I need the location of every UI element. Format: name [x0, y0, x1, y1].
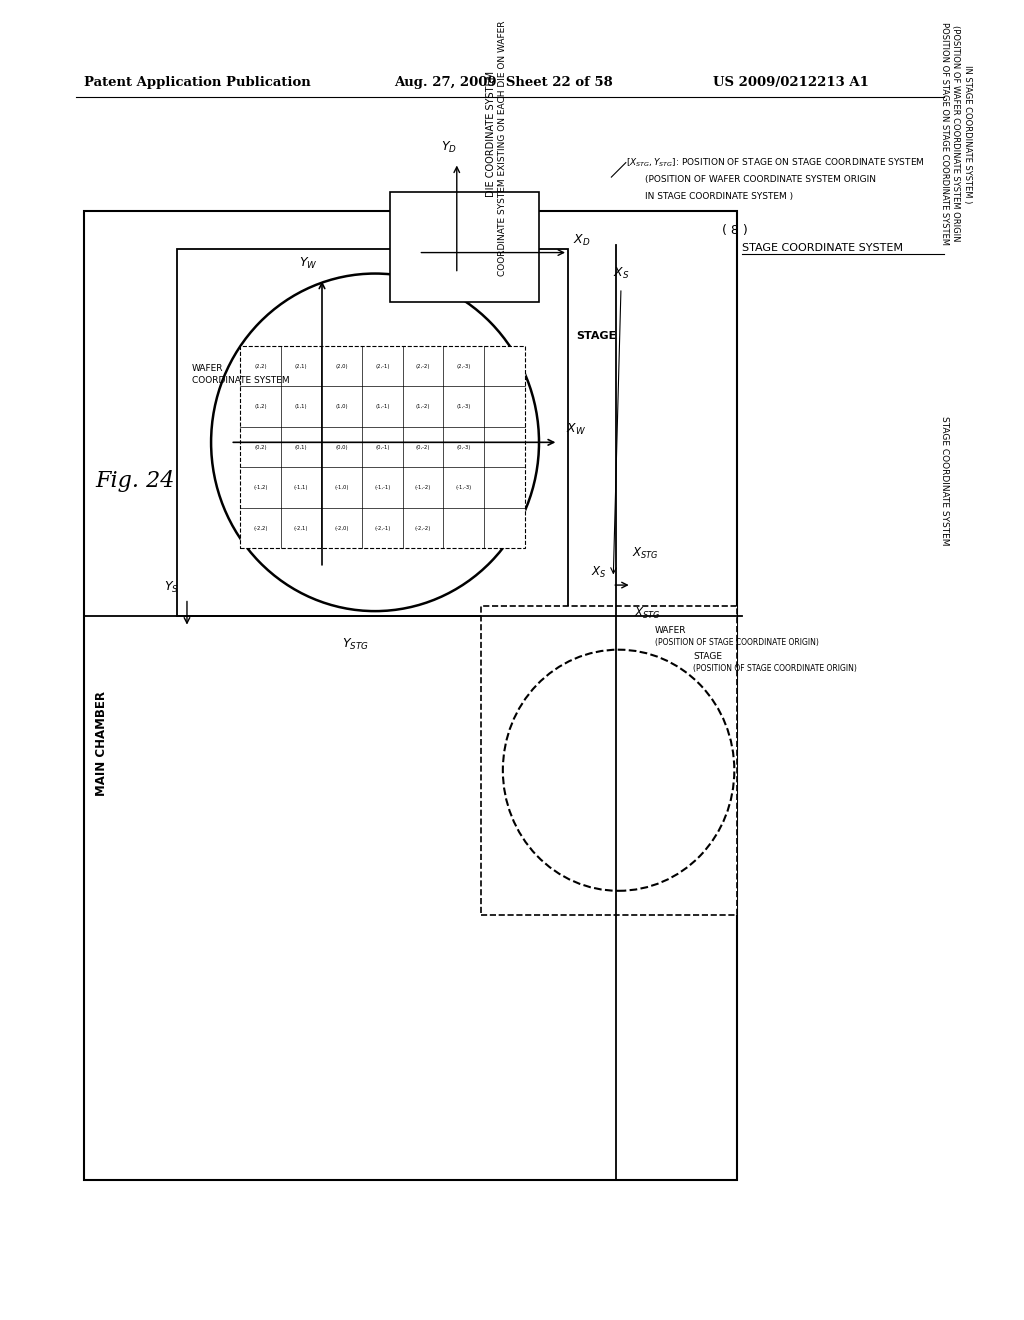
Text: (2,2): (2,2) [254, 363, 266, 368]
Text: MAIN CHAMBER: MAIN CHAMBER [94, 692, 108, 796]
Text: Fig. 24: Fig. 24 [95, 470, 175, 492]
Text: $Y_{STG}$: $Y_{STG}$ [342, 638, 370, 652]
Bar [84, 211, 736, 1180]
Text: (-1,0): (-1,0) [335, 486, 349, 490]
Text: STAGE COORDINATE SYSTEM: STAGE COORDINATE SYSTEM [741, 243, 902, 252]
Text: $X_S$: $X_S$ [591, 565, 606, 581]
Text: (0,-2): (0,-2) [416, 445, 430, 450]
Text: (-2,-1): (-2,-1) [374, 525, 390, 531]
Text: (-1,-2): (-1,-2) [415, 486, 431, 490]
Text: (1,1): (1,1) [295, 404, 307, 409]
Text: $X_{STG}$: $X_{STG}$ [634, 606, 660, 622]
Ellipse shape [503, 649, 734, 891]
Text: (2,0): (2,0) [335, 363, 348, 368]
Text: (0,-1): (0,-1) [375, 445, 389, 450]
Text: (POSITION OF STAGE COORDINATE ORIGIN): (POSITION OF STAGE COORDINATE ORIGIN) [693, 664, 857, 673]
Text: COORDINATE SYSTEM EXISTING ON EACH DIE ON WAFER: COORDINATE SYSTEM EXISTING ON EACH DIE O… [498, 20, 507, 276]
Text: WAFER
COORDINATE SYSTEM: WAFER COORDINATE SYSTEM [191, 364, 290, 385]
Text: $X_{STG}$: $X_{STG}$ [632, 545, 658, 561]
Text: (-2,0): (-2,0) [335, 525, 349, 531]
Text: (2,-2): (2,-2) [416, 363, 430, 368]
Bar [177, 249, 568, 616]
Text: STAGE COORDINATE SYSTEM: STAGE COORDINATE SYSTEM [940, 416, 948, 545]
Text: (1,-3): (1,-3) [457, 404, 471, 409]
Text: $X_D$: $X_D$ [572, 232, 590, 248]
Text: (POSITION OF STAGE COORDINATE ORIGIN): (POSITION OF STAGE COORDINATE ORIGIN) [654, 638, 818, 647]
Text: $Y_W$: $Y_W$ [299, 256, 317, 271]
Text: $X_S$: $X_S$ [612, 267, 629, 281]
Text: (0,2): (0,2) [254, 445, 266, 450]
Text: $Y_D$: $Y_D$ [441, 140, 457, 154]
Text: (-1,1): (-1,1) [294, 486, 308, 490]
Text: (POSITION OF WAFER COORDINATE SYSTEM ORIGIN: (POSITION OF WAFER COORDINATE SYSTEM ORI… [645, 176, 877, 185]
Text: (0,0): (0,0) [335, 445, 348, 450]
Bar [481, 606, 736, 915]
Text: (-2,1): (-2,1) [294, 525, 308, 531]
Text: (0,1): (0,1) [295, 445, 307, 450]
Text: Patent Application Publication: Patent Application Publication [84, 77, 310, 88]
Text: $X_W$: $X_W$ [566, 421, 586, 437]
Text: STAGE: STAGE [693, 652, 722, 660]
Text: (-1,-1): (-1,-1) [374, 486, 390, 490]
Text: STAGE: STAGE [577, 331, 617, 342]
Text: (1,-2): (1,-2) [416, 404, 430, 409]
Text: (-2,-2): (-2,-2) [415, 525, 431, 531]
Text: (1,-1): (1,-1) [375, 404, 389, 409]
Text: IN STAGE COORDINATE SYSTEM ): IN STAGE COORDINATE SYSTEM ) [963, 65, 972, 203]
Text: POSITION OF STAGE ON STAGE COORDINATE SYSTEM: POSITION OF STAGE ON STAGE COORDINATE SY… [940, 22, 948, 246]
Bar [240, 346, 524, 548]
Text: (1,2): (1,2) [254, 404, 266, 409]
Text: US 2009/0212213 A1: US 2009/0212213 A1 [713, 77, 868, 88]
Text: (2,1): (2,1) [295, 363, 307, 368]
Text: IN STAGE COORDINATE SYSTEM ): IN STAGE COORDINATE SYSTEM ) [645, 191, 794, 201]
Text: (-1,2): (-1,2) [253, 486, 267, 490]
Text: (-1,-3): (-1,-3) [456, 486, 472, 490]
Ellipse shape [211, 273, 539, 611]
Text: $Y_S$: $Y_S$ [164, 579, 179, 595]
Bar [389, 191, 539, 302]
Text: (2,-3): (2,-3) [457, 363, 471, 368]
Text: DIE COORDINATE SYSTEM: DIE COORDINATE SYSTEM [485, 71, 496, 197]
Text: Aug. 27, 2009  Sheet 22 of 58: Aug. 27, 2009 Sheet 22 of 58 [394, 77, 613, 88]
Text: $[X_{STG}, Y_{STG}]$: POSITION OF STAGE ON STAGE COORDINATE SYSTEM: $[X_{STG}, Y_{STG}]$: POSITION OF STAGE … [626, 156, 925, 169]
Text: (0,-3): (0,-3) [457, 445, 471, 450]
Text: WAFER: WAFER [654, 626, 686, 635]
Text: (POSITION OF WAFER COORDINATE SYSTEM ORIGIN: (POSITION OF WAFER COORDINATE SYSTEM ORI… [951, 25, 961, 242]
Text: (1,0): (1,0) [335, 404, 348, 409]
Text: ( 8 ): ( 8 ) [722, 223, 748, 236]
Text: (-2,2): (-2,2) [253, 525, 267, 531]
Text: (2,-1): (2,-1) [375, 363, 389, 368]
